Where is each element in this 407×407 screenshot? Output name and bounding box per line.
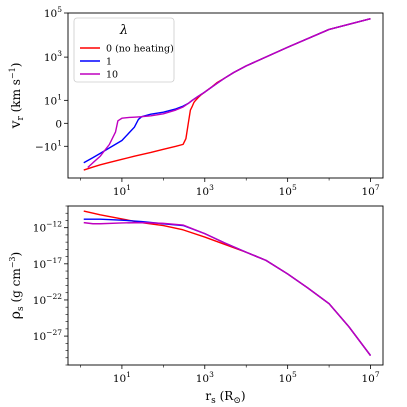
y-tick-label: 10−17 — [33, 256, 62, 271]
y-tick-label: 10−12 — [33, 220, 62, 235]
legend: λ 0 (no heating) 1 10 — [73, 17, 175, 83]
legend-entry-label: 0 (no heating) — [106, 44, 174, 55]
x-tick-label: 103 — [196, 370, 214, 385]
legend-title: λ — [119, 23, 128, 38]
y-axis-label: ρs (g cm−3) — [8, 252, 26, 319]
y-axis-label: vr (km s−1) — [8, 63, 26, 130]
y-tick-label: 103 — [44, 49, 62, 64]
series-line-lambda-10 — [83, 221, 372, 357]
y-tick-label: 10−27 — [33, 328, 62, 343]
y-tick-label: 0 — [55, 118, 62, 130]
x-tick-label: 107 — [361, 370, 379, 385]
y-tick-label: 101 — [44, 92, 62, 107]
axes-frame — [67, 12, 384, 179]
series-line-lambda-0 — [83, 210, 372, 357]
axes-frame — [67, 205, 384, 366]
x-tick-label: 105 — [279, 183, 297, 198]
x-axis-label: rs (R⊙) — [205, 389, 245, 406]
series-line-lambda-1 — [83, 218, 372, 357]
legend-entry-label: 1 — [106, 57, 112, 68]
x-tick-label: 101 — [113, 183, 131, 198]
x-tick-label: 103 — [196, 183, 214, 198]
bottom-panel: 101 103 105 107 10−12 10−17 10−22 10−27 ρs (g cm… — [8, 205, 384, 406]
x-tick-label: 101 — [113, 370, 131, 385]
y-tick-label: 105 — [44, 5, 62, 20]
x-tick-label: 105 — [279, 370, 297, 385]
legend-box — [73, 17, 175, 83]
series-line-lambda-10 — [87, 18, 371, 169]
x-tick-label: 107 — [361, 183, 379, 198]
legend-entry-label: 10 — [106, 70, 118, 81]
y-tick-label: −101 — [35, 138, 62, 153]
y-tick-label: 10−22 — [33, 292, 62, 307]
